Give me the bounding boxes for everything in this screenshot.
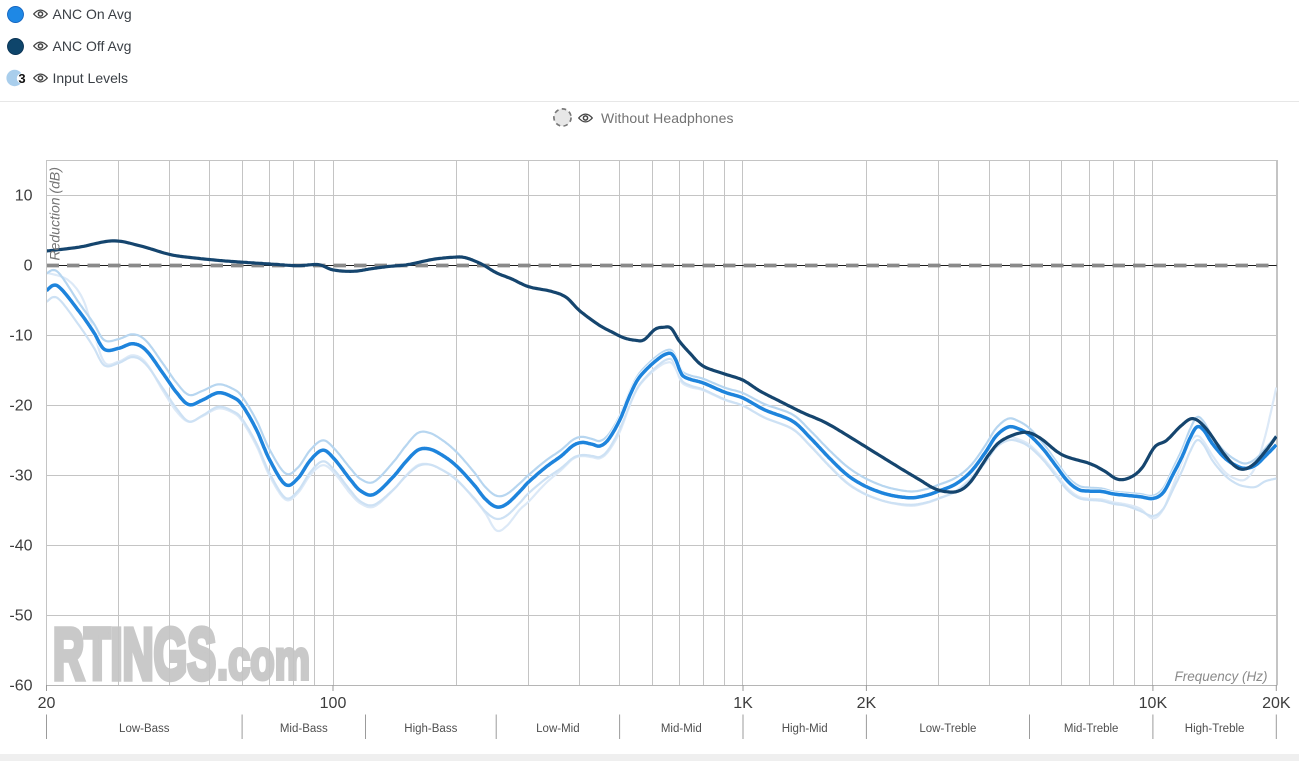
svg-text:-50: -50 (9, 608, 32, 625)
svg-text:Mid-Bass: Mid-Bass (280, 723, 328, 735)
svg-text:High-Bass: High-Bass (404, 723, 457, 735)
svg-text:.com: .com (217, 628, 310, 691)
svg-text:10K: 10K (1139, 695, 1168, 712)
svg-text:-10: -10 (9, 328, 32, 345)
svg-text:High-Mid: High-Mid (782, 723, 828, 735)
svg-text:Low-Bass: Low-Bass (119, 723, 170, 735)
svg-text:-40: -40 (9, 538, 32, 555)
svg-text:Frequency (Hz): Frequency (Hz) (1174, 669, 1267, 684)
svg-text:High-Treble: High-Treble (1185, 723, 1245, 735)
svg-text:-20: -20 (9, 398, 32, 415)
svg-text:RTINGS: RTINGS (53, 615, 216, 695)
svg-text:Mid-Treble: Mid-Treble (1064, 723, 1119, 735)
svg-text:3: 3 (18, 70, 25, 85)
svg-text:Low-Treble: Low-Treble (919, 723, 976, 735)
svg-text:20: 20 (38, 695, 56, 712)
svg-text:100: 100 (320, 695, 347, 712)
svg-text:1K: 1K (733, 695, 753, 712)
svg-text:Low-Mid: Low-Mid (536, 723, 579, 735)
svg-text:20K: 20K (1262, 695, 1291, 712)
svg-text:2K: 2K (857, 695, 877, 712)
svg-text:0: 0 (24, 258, 33, 275)
svg-text:10: 10 (15, 188, 33, 205)
svg-text:Mid-Mid: Mid-Mid (661, 723, 702, 735)
svg-text:Reduction (dB): Reduction (dB) (47, 167, 63, 260)
svg-text:-60: -60 (9, 678, 32, 695)
svg-text:-30: -30 (9, 468, 32, 485)
